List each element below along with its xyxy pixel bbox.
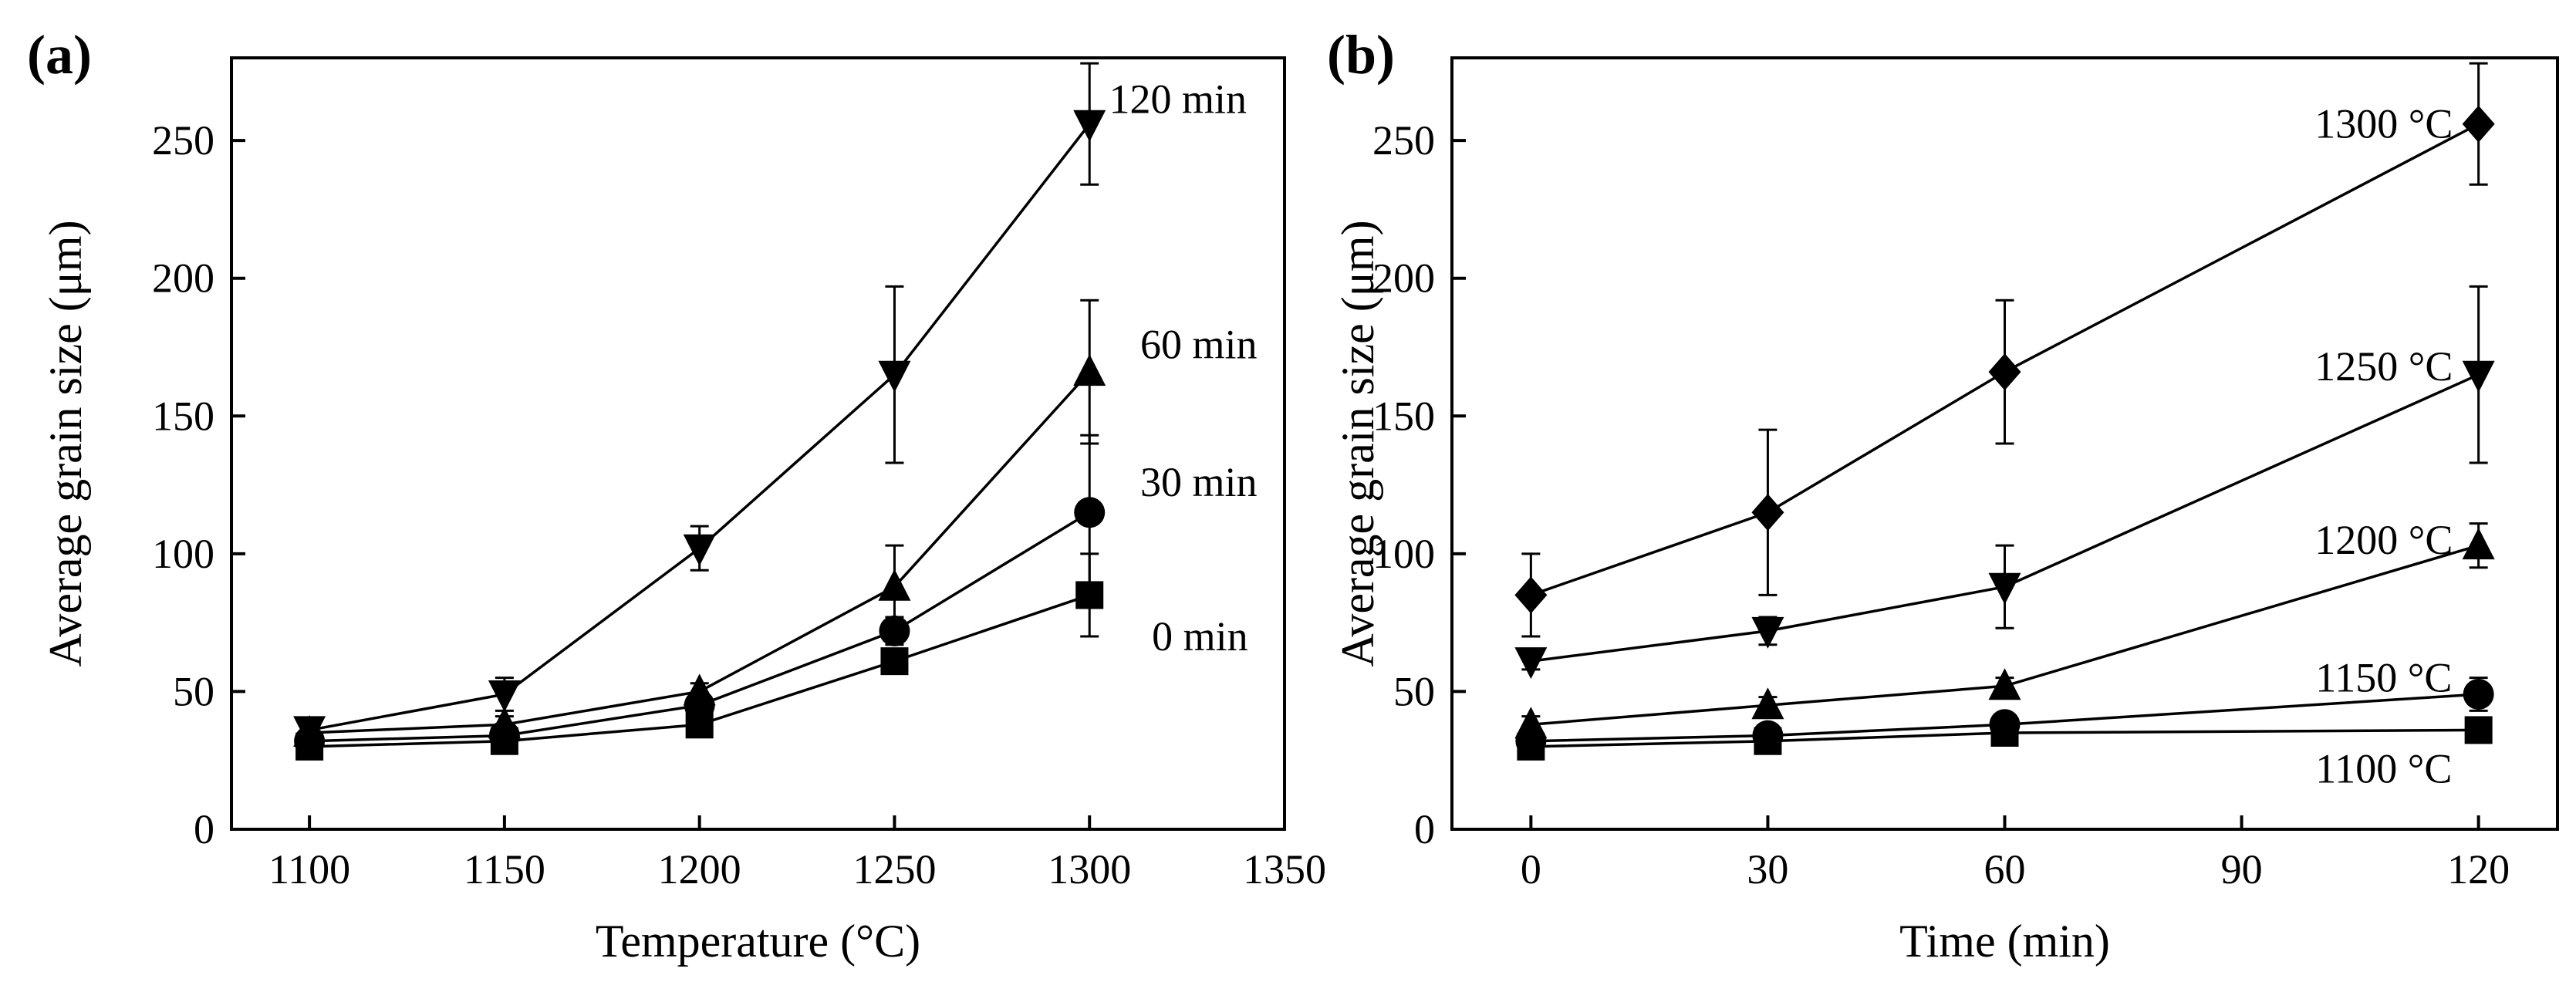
series-30-min	[294, 434, 1106, 757]
x-tick-label: 30	[1747, 846, 1788, 893]
panel-label: (b)	[1327, 24, 1395, 86]
x-tick-label: 0	[1521, 846, 1541, 893]
series-annotation: 1150 °C	[2315, 655, 2452, 701]
series-annotation: 120 min	[1109, 76, 1247, 123]
y-tick-label: 150	[1372, 393, 1435, 439]
y-tick-label: 150	[152, 393, 214, 439]
x-tick-label: 1200	[658, 846, 741, 893]
x-tick-label: 1350	[1243, 846, 1326, 893]
x-tick-label: 1250	[852, 846, 936, 893]
data-point	[1073, 110, 1106, 142]
data-point	[1751, 494, 1784, 531]
data-point	[1514, 647, 1548, 680]
x-tick-label: 1150	[464, 846, 545, 893]
y-tick-label: 100	[152, 531, 214, 577]
data-point	[878, 569, 911, 601]
data-point	[2463, 679, 2494, 710]
data-point	[293, 716, 326, 748]
series-annotation: 60 min	[1140, 321, 1258, 367]
data-point	[488, 680, 521, 712]
x-tick-label: 60	[1984, 846, 2026, 893]
series-annotation: 1100 °C	[2315, 745, 2452, 791]
data-point	[2462, 105, 2495, 143]
series-line	[1531, 728, 2479, 748]
y-tick-label: 200	[152, 255, 214, 302]
series-line	[1531, 373, 2480, 663]
data-point	[1988, 572, 2021, 605]
series-1250-c	[1514, 285, 2495, 680]
data-point	[1751, 616, 1784, 649]
data-point	[879, 615, 910, 646]
data-point	[1751, 687, 1784, 720]
series-annotation: 30 min	[1140, 459, 1258, 505]
x-tick-label: 1300	[1048, 846, 1131, 893]
y-tick-label: 0	[194, 806, 214, 852]
series-annotation: 0 min	[1152, 613, 1248, 660]
chart-panel-b: 0 30 60 90 120 0 50 100 150 200 250 Time (min) Avera…	[1327, 24, 2559, 967]
x-tick-label: 90	[2221, 846, 2263, 893]
x-axis-label: Time (min)	[1899, 916, 2110, 967]
data-point	[1988, 668, 2021, 700]
data-point	[683, 673, 716, 706]
series-line	[1530, 123, 2480, 597]
series-annotation: 1300 °C	[2314, 101, 2453, 147]
data-point	[1514, 576, 1548, 614]
y-axis-label: Average grain size (μm)	[40, 220, 91, 666]
series-1150-c	[1515, 677, 2494, 757]
y-tick-label: 50	[173, 668, 214, 714]
series-60-min	[293, 299, 1106, 747]
data-point	[1073, 354, 1106, 386]
chart-panel-a: 1100 1150 1200 1250 1300 1350 0 50 100 150 200 250 T…	[27, 24, 1326, 967]
data-point	[1988, 353, 2021, 391]
x-axis-label: Temperature (°C)	[596, 916, 920, 967]
data-point	[2462, 360, 2495, 393]
data-point	[1514, 707, 1548, 739]
y-tick-label: 50	[1393, 668, 1435, 714]
data-point	[880, 647, 909, 676]
series-annotation: 1200 °C	[2314, 517, 2453, 563]
y-tick-label: 0	[1414, 806, 1435, 852]
series-120-min	[293, 62, 1106, 748]
x-tick-label: 1100	[268, 846, 350, 893]
series-line	[309, 123, 1091, 732]
series-1300-c	[1514, 62, 2495, 638]
data-point	[1752, 720, 1784, 751]
y-tick-label: 100	[1372, 531, 1435, 577]
data-point	[488, 707, 521, 739]
y-tick-label: 200	[1372, 255, 1435, 302]
data-point	[878, 360, 911, 393]
data-point	[2462, 528, 2495, 560]
data-point	[683, 534, 716, 566]
x-tick-label: 120	[2447, 846, 2510, 893]
y-tick-label: 250	[152, 117, 214, 164]
series-line	[1531, 693, 2479, 743]
data-point	[2464, 716, 2493, 744]
data-point	[1074, 497, 1106, 528]
series-line	[1531, 544, 2480, 727]
series-annotation: 1250 °C	[2314, 343, 2453, 390]
y-axis-label: Average grain size (μm)	[1332, 220, 1383, 666]
series-1200-c	[1514, 522, 2495, 739]
y-tick-label: 250	[1372, 117, 1435, 164]
plot-frame	[230, 56, 1286, 831]
panel-label: (a)	[27, 24, 92, 86]
data-point	[1989, 709, 2021, 741]
